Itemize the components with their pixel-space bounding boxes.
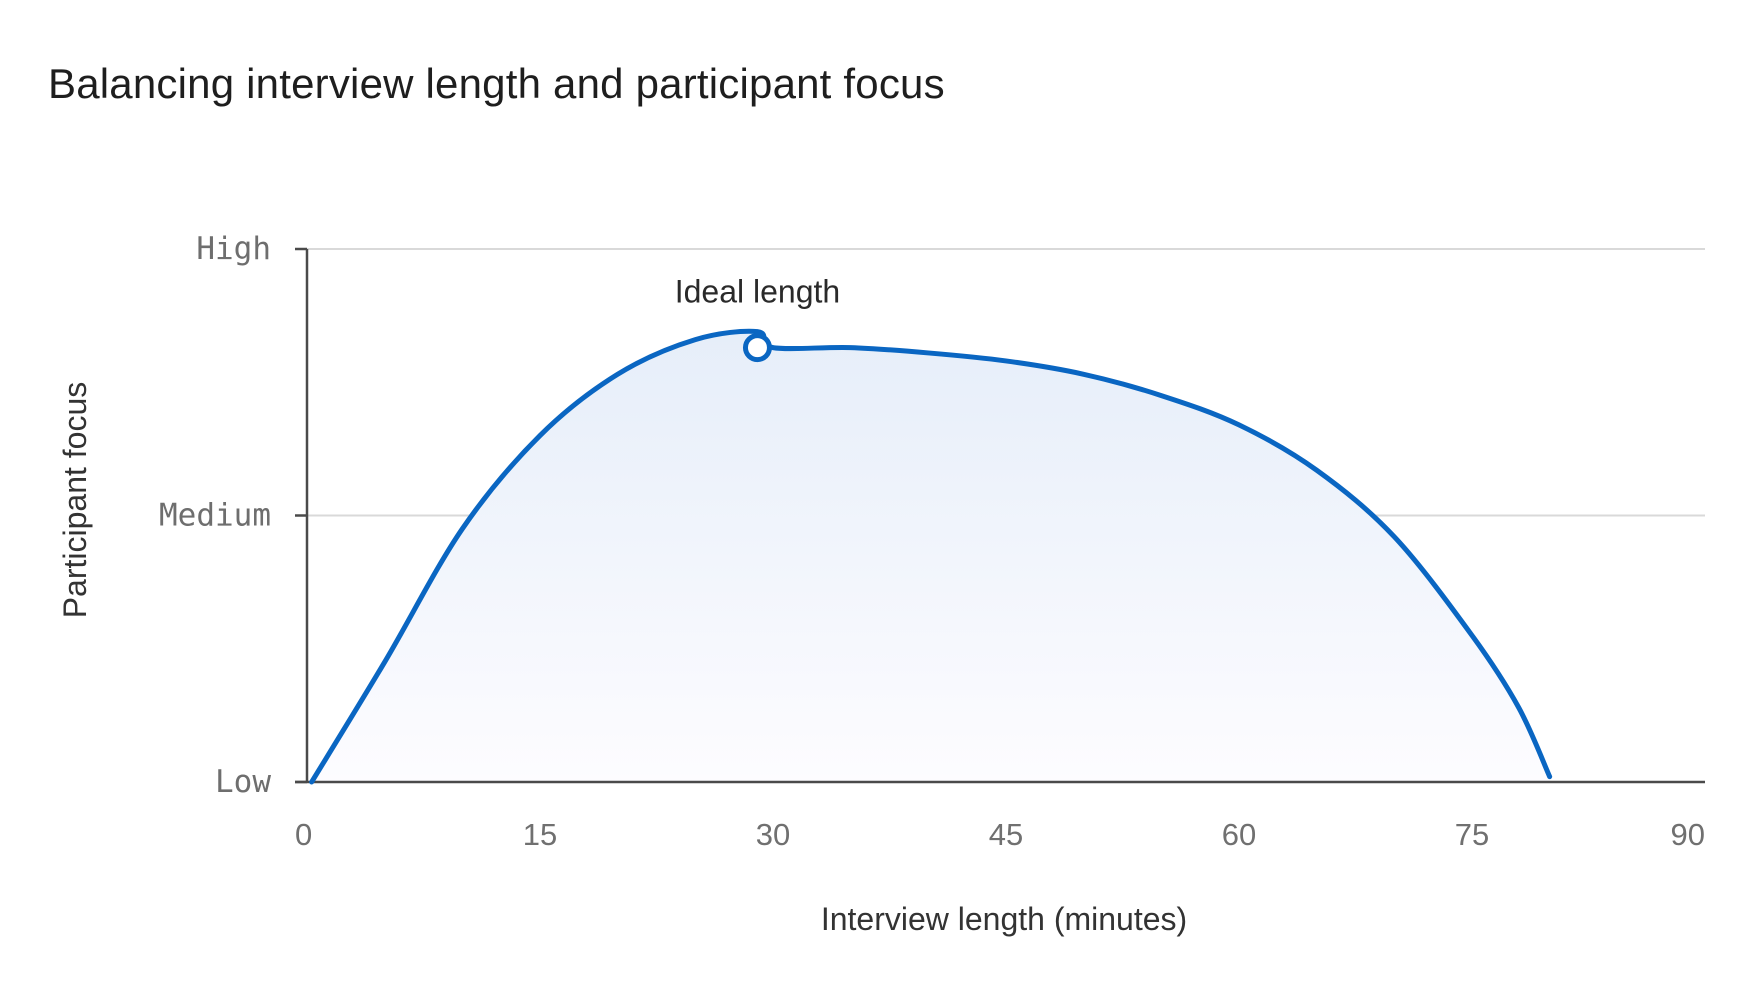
x-tick-label: 45: [989, 817, 1023, 852]
area-fill: [311, 331, 1550, 782]
focus-curve: [309, 328, 1553, 785]
x-tick-label: 30: [756, 817, 790, 852]
y-tick-label: High: [196, 231, 271, 267]
y-axis-label: Participant focus: [57, 382, 93, 619]
chart-title: Balancing interview length and participa…: [48, 60, 945, 107]
y-tick-label: Low: [215, 764, 271, 800]
x-tick-label: 60: [1222, 817, 1256, 852]
x-tick-label: 0: [295, 817, 312, 852]
x-tick-label: 75: [1455, 817, 1489, 852]
ideal-length-label: Ideal length: [675, 274, 840, 310]
x-tick-label: 90: [1671, 817, 1705, 852]
ideal-length-marker: [742, 333, 772, 363]
x-axis-label: Interview length (minutes): [821, 901, 1187, 937]
y-tick-label: Medium: [159, 498, 271, 534]
x-tick-label: 15: [523, 817, 557, 852]
